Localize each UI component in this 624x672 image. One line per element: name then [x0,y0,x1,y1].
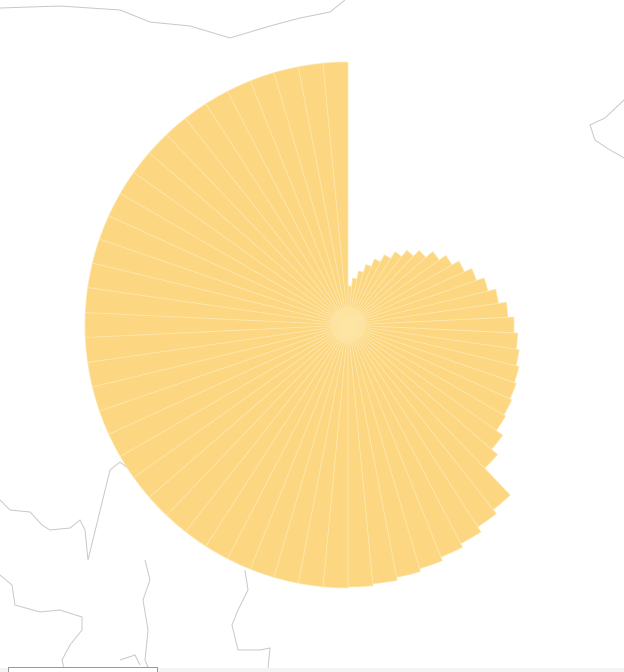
chart-center [330,307,366,343]
border-south-3 [119,654,141,666]
radial-bar[interactable] [322,61,349,326]
border-south-4 [231,569,271,669]
radial-bar-chart [84,61,520,589]
border-southwest-1 [0,499,89,561]
attribution-strip [0,668,624,672]
border-south-1 [87,461,131,561]
border-east [589,99,624,159]
border-north [0,0,346,39]
border-south-2 [142,559,151,672]
border-southwest-2 [0,574,83,672]
scale-bar [8,667,158,672]
